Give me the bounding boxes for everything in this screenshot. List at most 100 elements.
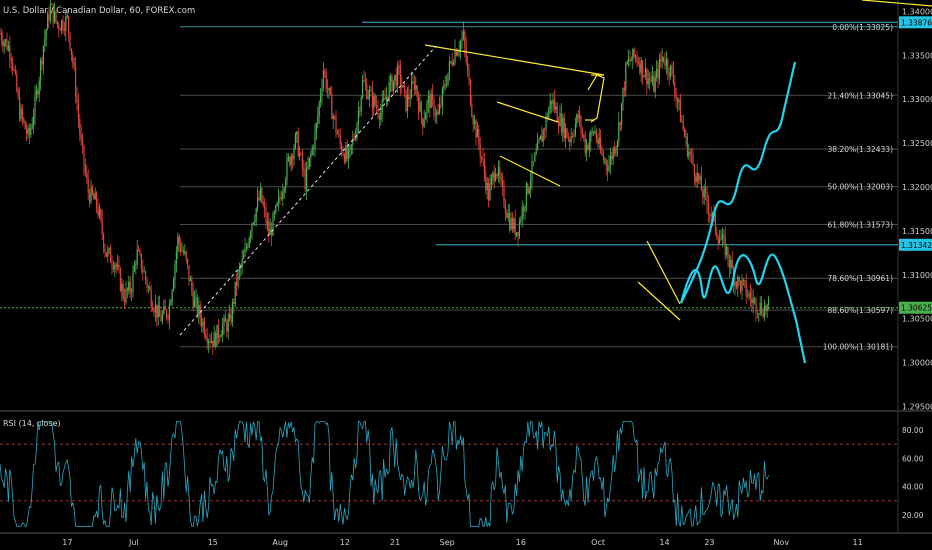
- candle-body: [451, 61, 453, 65]
- candle-body: [332, 116, 334, 119]
- candle-body: [65, 16, 67, 31]
- trendline: [587, 74, 605, 123]
- candle-body: [616, 141, 618, 148]
- candle-body: [598, 137, 600, 145]
- candle-body: [160, 316, 162, 322]
- candle-body: [2, 40, 4, 47]
- candle-body: [517, 232, 519, 237]
- x-tick-label: 12: [340, 538, 350, 547]
- candle-body: [514, 218, 516, 236]
- candle-body: [454, 49, 456, 63]
- candle-body: [28, 127, 30, 136]
- candle-body: [698, 172, 700, 181]
- candle-body: [70, 48, 72, 56]
- candle-body: [635, 55, 637, 57]
- candle-body: [735, 282, 737, 288]
- candle-body: [234, 281, 236, 305]
- candle-body: [524, 206, 526, 212]
- candle-body: [52, 4, 54, 23]
- candle-body: [110, 248, 112, 263]
- candle-body: [250, 232, 252, 239]
- candle-body: [374, 95, 376, 106]
- price-tag-label: 1.30625: [901, 304, 932, 313]
- candle-body: [527, 183, 529, 194]
- candle-body: [276, 202, 278, 206]
- candle-body: [5, 39, 7, 42]
- candle-body: [315, 123, 317, 132]
- candle-body: [685, 136, 687, 138]
- candle-body: [476, 128, 478, 138]
- candle-body: [338, 134, 340, 136]
- candle-body: [152, 307, 154, 311]
- candle-body: [271, 228, 273, 236]
- candle-body: [107, 249, 109, 257]
- candle-body: [233, 301, 235, 305]
- candle-body: [321, 87, 323, 96]
- candle-body: [245, 247, 247, 249]
- candle-body: [555, 106, 557, 110]
- candle-body: [182, 250, 184, 254]
- candle-body: [597, 139, 599, 145]
- candle-body: [180, 243, 182, 252]
- candle-body: [304, 170, 306, 190]
- candle-body: [210, 340, 212, 343]
- candle-body: [472, 116, 474, 125]
- candle-body: [126, 288, 128, 291]
- candle-body: [408, 94, 410, 100]
- candle-body: [202, 321, 204, 327]
- candle-body: [730, 259, 732, 268]
- candle-body: [42, 46, 44, 65]
- candle-body: [462, 31, 464, 39]
- fib-level-label: 38.20%(1.32433): [828, 145, 894, 154]
- candle-body: [272, 213, 274, 236]
- candle-body: [394, 74, 396, 81]
- candle-body: [545, 116, 547, 131]
- candle-body: [605, 159, 607, 167]
- candle-body: [296, 131, 298, 135]
- rsi-title: RSI (14, close): [3, 419, 61, 428]
- candle-body: [349, 145, 351, 151]
- candle-body: [493, 172, 495, 181]
- y-tick-label: 1.34000: [902, 7, 932, 16]
- candle-body: [159, 305, 161, 317]
- candle-body: [495, 174, 497, 181]
- candle-body: [188, 265, 190, 282]
- candle-body: [481, 156, 483, 159]
- candle-body: [696, 172, 698, 182]
- candle-body: [157, 305, 159, 318]
- candle-body: [499, 167, 501, 178]
- candle-body: [611, 155, 613, 160]
- candle-body: [661, 56, 663, 62]
- candle-body: [705, 187, 707, 193]
- candle-body: [363, 79, 365, 82]
- candle-body: [181, 250, 183, 252]
- candle-body: [357, 110, 359, 124]
- candle-body: [537, 141, 539, 151]
- candle-body: [503, 186, 505, 206]
- candle-body: [406, 94, 408, 111]
- candle-body: [544, 129, 546, 131]
- candle-body: [248, 238, 250, 247]
- candle-body: [742, 280, 744, 281]
- candle-body: [511, 218, 513, 230]
- candle-body: [373, 95, 375, 108]
- candle-body: [51, 4, 53, 6]
- candle-body: [280, 197, 282, 200]
- candle-body: [30, 128, 32, 136]
- candle-body: [7, 45, 9, 50]
- candle-body: [672, 69, 674, 84]
- candle-body: [468, 69, 470, 80]
- candle-body: [612, 148, 614, 160]
- candle-body: [68, 16, 70, 33]
- candle-body: [622, 87, 624, 104]
- candle-body: [464, 31, 466, 47]
- candle-body: [362, 79, 364, 98]
- candle-body: [122, 284, 124, 299]
- trendline: [637, 281, 681, 321]
- candle-body: [213, 332, 215, 347]
- candle-body: [83, 145, 85, 166]
- candle-body: [623, 87, 625, 91]
- candle-body: [335, 116, 337, 133]
- candle-body: [541, 135, 543, 142]
